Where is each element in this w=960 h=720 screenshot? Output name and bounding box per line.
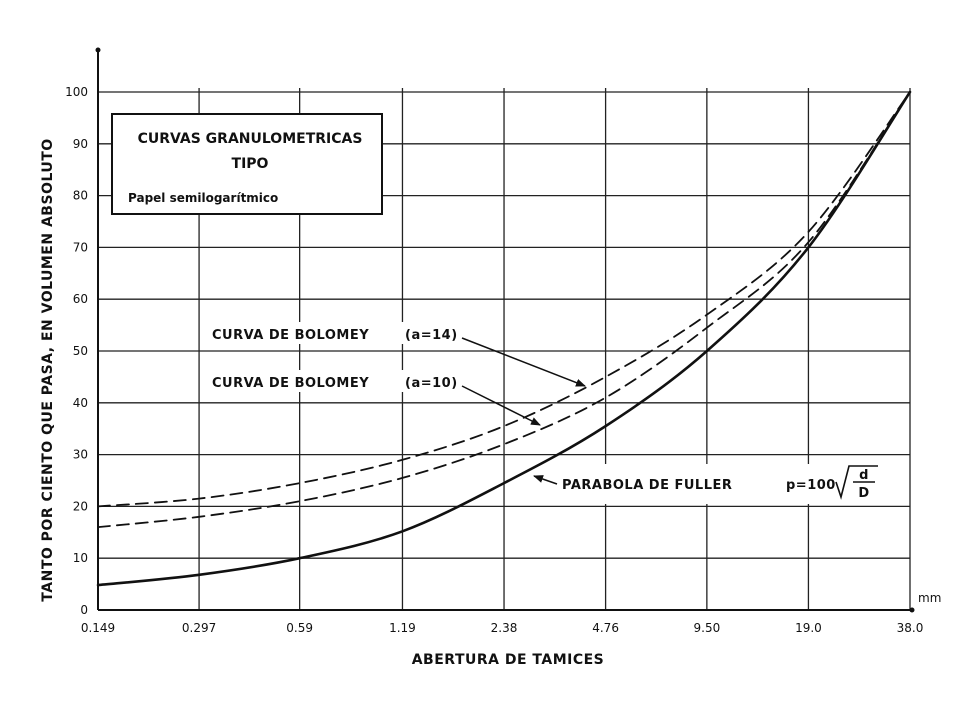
y-tick-label-20: 20 xyxy=(73,499,88,513)
y-axis-title: TANTO POR CIENTO QUE PASA, EN VOLUMEN AB… xyxy=(40,138,56,601)
x-unit-label: mm xyxy=(918,591,941,605)
y-tick-label-100: 100 xyxy=(65,85,88,99)
y-axis-end-dot xyxy=(95,47,101,53)
y-tick-labels: 0 10 20 30 40 50 60 70 80 90 100 xyxy=(65,85,88,617)
x-tick-label-9.50: 9.50 xyxy=(694,621,721,635)
axes xyxy=(95,47,915,613)
fuller-label: PARABOLA DE FULLER xyxy=(562,478,732,493)
x-tick-label-0.149: 0.149 xyxy=(81,621,115,635)
x-tick-label-38.0: 38.0 xyxy=(897,621,924,635)
series-lines xyxy=(96,90,912,587)
bolomey-10-param: (a=10) xyxy=(405,376,458,391)
chart-title-box: CURVAS GRANULOMETRICAS TIPO Papel semilo… xyxy=(111,113,383,215)
y-tick-label-0: 0 xyxy=(80,603,88,617)
bolomey-14-param: (a=14) xyxy=(405,328,458,343)
fuller-formula-numerator: d xyxy=(859,468,869,483)
y-tick-label-60: 60 xyxy=(73,292,88,306)
x-tick-label-19.0: 19.0 xyxy=(795,621,822,635)
box-title-line-1: CURVAS GRANULOMETRICAS xyxy=(138,131,363,147)
fuller-arrow xyxy=(533,475,558,485)
x-tick-label-2.38: 2.38 xyxy=(491,621,518,635)
bolomey-14-arrow xyxy=(461,337,586,387)
x-axis-title: ABERTURA DE TAMICES xyxy=(412,652,605,668)
bolomey-14-label: CURVA DE BOLOMEY xyxy=(212,328,369,343)
annotation-fuller: PARABOLA DE FULLER p=100 d D xyxy=(533,464,878,504)
y-tick-label-40: 40 xyxy=(73,396,88,410)
series-line-1 xyxy=(97,91,911,528)
fuller-formula-denominator: D xyxy=(858,486,869,501)
fuller-formula-prefix: p=100 xyxy=(786,478,836,493)
x-axis-end-dot xyxy=(909,607,915,613)
x-tick-label-0.297: 0.297 xyxy=(182,621,216,635)
fuller-sqrt-sign xyxy=(835,465,878,500)
bolomey-10-arrow xyxy=(461,385,541,426)
y-tick-label-30: 30 xyxy=(73,448,88,462)
bolomey-10-label: CURVA DE BOLOMEY xyxy=(212,376,369,391)
box-title-line-2: TIPO xyxy=(232,156,269,172)
y-tick-label-90: 90 xyxy=(73,137,88,151)
y-tick-label-10: 10 xyxy=(73,551,88,565)
x-tick-labels: 0.149 0.297 0.59 1.19 2.38 4.76 9.50 19.0 38.0 xyxy=(81,621,924,635)
y-tick-label-80: 80 xyxy=(73,189,88,203)
annotation-bolomey-14: CURVA DE BOLOMEY (a=14) xyxy=(208,322,586,387)
box-subtitle: Papel semilogarítmico xyxy=(128,191,278,205)
y-tick-label-50: 50 xyxy=(73,344,88,358)
x-tick-label-4.76: 4.76 xyxy=(592,621,619,635)
series-line-2 xyxy=(96,90,912,587)
annotation-bolomey-10: CURVA DE BOLOMEY (a=10) xyxy=(208,370,541,426)
x-tick-label-0.59: 0.59 xyxy=(286,621,313,635)
y-tick-label-70: 70 xyxy=(73,240,88,254)
x-tick-label-1.19: 1.19 xyxy=(389,621,416,635)
series-line-0 xyxy=(97,91,911,508)
